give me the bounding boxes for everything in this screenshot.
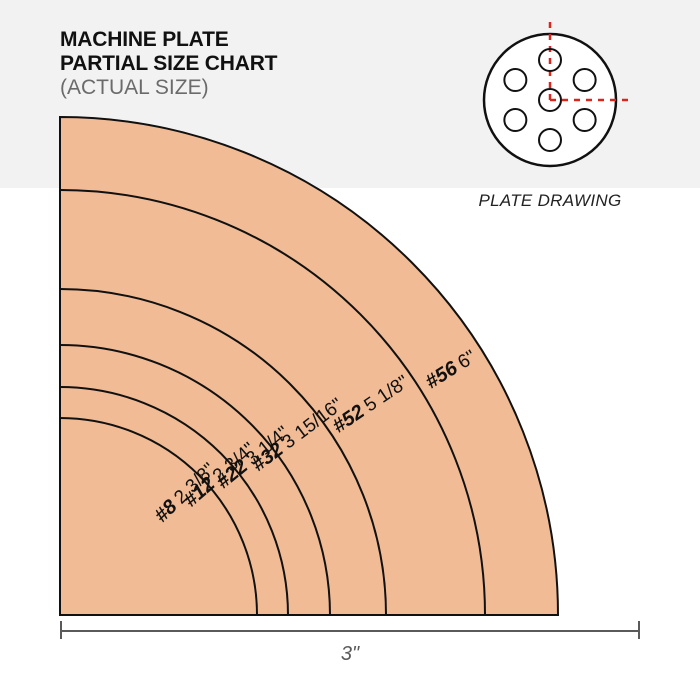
plate-drawing-caption: PLATE DRAWING: [460, 191, 640, 211]
ruler: 3": [60, 621, 640, 666]
ruler-tick-right: [638, 621, 640, 639]
plate-drawing-svg: [470, 20, 630, 180]
ruler-line: [60, 621, 640, 639]
ruler-label: 3": [60, 643, 640, 666]
page: MACHINE PLATE PARTIAL SIZE CHART (ACTUAL…: [0, 0, 700, 700]
plate-drawing: PLATE DRAWING: [460, 20, 640, 211]
ruler-bar: [60, 630, 640, 632]
